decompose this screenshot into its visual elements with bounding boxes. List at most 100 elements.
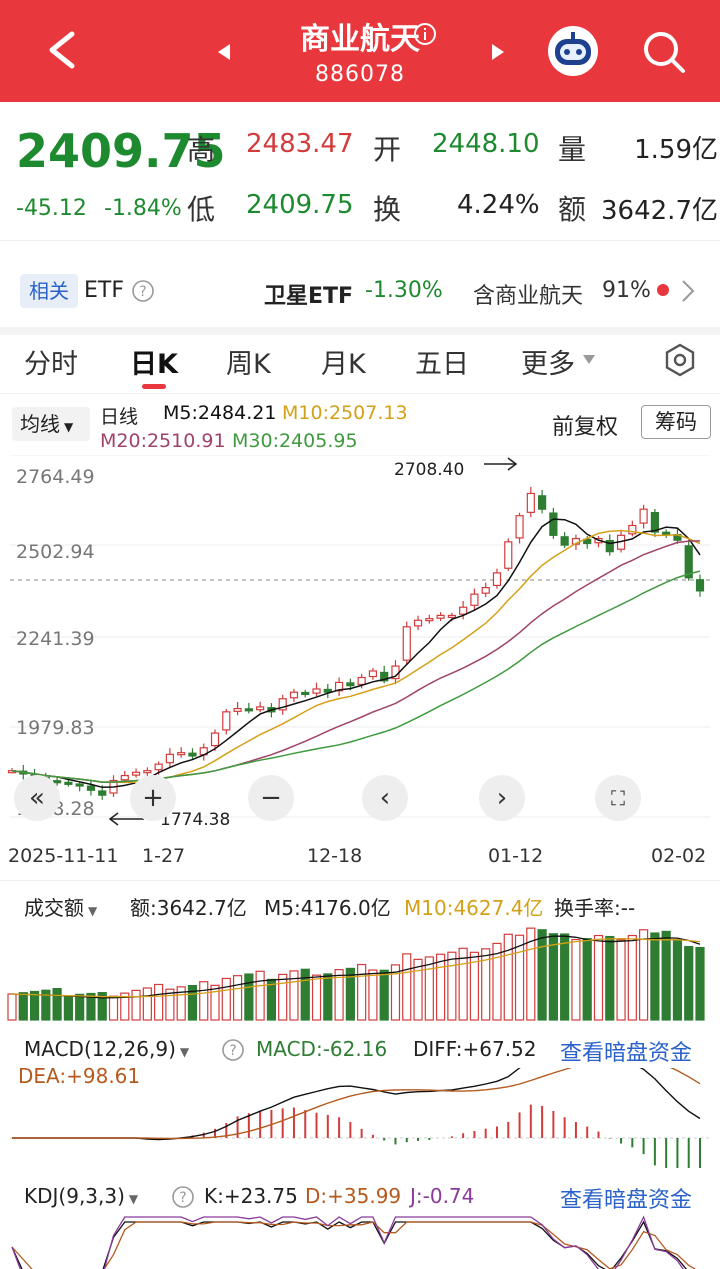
tab-intraday[interactable]: 分时 [24, 349, 78, 380]
divider [0, 393, 720, 394]
kdj-k-value: K:+23.75 [204, 1184, 298, 1208]
volume-bar [142, 987, 152, 1021]
page-title: 商业航天 [300, 22, 420, 57]
volume-bar [402, 953, 412, 1021]
candle-body [515, 515, 524, 539]
tab-five-day[interactable]: 五日 [415, 349, 469, 380]
zoom-out-button[interactable]: − [248, 775, 294, 821]
volume-bar [639, 929, 649, 1021]
ma30-line [11, 570, 701, 783]
volume-bar [63, 995, 73, 1021]
kdj-d-line [11, 1221, 697, 1269]
volume-bar [695, 946, 705, 1021]
candle-body [98, 790, 107, 796]
adjust-mode[interactable]: 前复权 [552, 415, 619, 440]
volume-bar [469, 951, 480, 1021]
ma-select[interactable]: 均线 ▼ [12, 407, 90, 441]
candle-body [380, 671, 389, 682]
chevron-right-icon[interactable] [680, 278, 696, 304]
x-tick-1: 2025-11-11 [8, 845, 118, 865]
chips-button[interactable]: 筹码 [641, 405, 711, 439]
stock-code: 886078 [315, 62, 405, 87]
dark-pool-link[interactable]: 查看暗盘资金 [560, 1041, 693, 1066]
info-icon[interactable] [413, 22, 437, 46]
volume-select[interactable]: 成交额 ▼ [24, 896, 98, 920]
settings-icon[interactable] [662, 342, 698, 378]
kdj-chart [11, 1215, 697, 1269]
candle-body [312, 688, 321, 694]
price-change-pct: -1.84% [104, 196, 182, 221]
candle-body [233, 707, 242, 712]
volume-ma10: M10:4627.4亿 [404, 896, 544, 920]
candle-body [177, 752, 186, 756]
volume-bar [627, 934, 637, 1021]
related-tag: 相关 [20, 274, 78, 308]
candle-body [628, 524, 637, 535]
next-stock-icon[interactable] [488, 42, 508, 62]
candle-body [639, 508, 648, 524]
volume-bar [413, 958, 423, 1021]
scroll-left-button[interactable]: ‹ [362, 775, 408, 821]
search-icon[interactable] [642, 30, 686, 74]
period-label: 日线 [100, 406, 139, 428]
ma20-line [11, 540, 701, 783]
kdj-label: KDJ(9,3,3) [24, 1184, 125, 1208]
dark-pool-link-2[interactable]: 查看暗盘资金 [560, 1188, 693, 1213]
candle-body [210, 732, 220, 747]
candle-body [346, 682, 355, 687]
tab-monthly-k[interactable]: 月K [321, 349, 366, 380]
volume-bar [108, 995, 119, 1021]
open-label: 开 [373, 133, 402, 166]
candle-body [583, 538, 592, 545]
volume-bar [289, 970, 299, 1021]
fast-back-button[interactable]: « [14, 775, 60, 821]
y-tick-4: 1979.83 [16, 717, 95, 739]
etf-name[interactable]: 卫星ETF [264, 284, 354, 309]
volume-bar [548, 933, 558, 1021]
volume-bar [311, 974, 322, 1021]
volume-bar [244, 973, 254, 1021]
kdj-j-line [11, 1215, 684, 1269]
x-tick-5: 02-02 [651, 845, 706, 865]
etf-label: ETF [84, 278, 124, 303]
candle-body [256, 706, 265, 711]
macd-select[interactable]: MACD(12,26,9) ▼ [24, 1037, 190, 1061]
candle-body [301, 691, 310, 696]
candle-body [64, 781, 73, 785]
volume-bar [661, 930, 671, 1021]
tab-daily-k[interactable]: 日K [130, 349, 178, 380]
help-icon[interactable]: ? [131, 279, 155, 303]
tab-more[interactable]: 更多 [521, 349, 575, 380]
volume-bar [52, 988, 62, 1021]
robot-assistant-icon[interactable] [546, 24, 600, 78]
volume-bar [221, 977, 231, 1021]
candle-body [278, 698, 287, 711]
fullscreen-button[interactable]: ⛶ [595, 775, 641, 821]
kdj-k-line [11, 1220, 688, 1269]
macd-chart [10, 1068, 710, 1168]
candle-body [368, 670, 378, 678]
help-icon[interactable]: ? [171, 1185, 195, 1209]
volume-bar [481, 948, 491, 1021]
low-label: 低 [187, 193, 216, 226]
turnover-value: 4.24% [457, 190, 540, 220]
high-label: 高 [187, 133, 216, 166]
y-tick-2: 2502.94 [16, 541, 95, 563]
volume-bar [210, 984, 220, 1021]
help-icon[interactable]: ? [221, 1038, 245, 1062]
zoom-in-button[interactable]: + [130, 775, 176, 821]
scroll-right-button[interactable]: › [479, 775, 525, 821]
x-tick-4: 01-12 [488, 845, 543, 865]
volume-bar [75, 993, 85, 1021]
volume-bar [165, 988, 175, 1021]
volume-bar [232, 975, 243, 1021]
diff-line [12, 1068, 701, 1141]
prev-stock-icon[interactable] [214, 42, 234, 62]
back-icon[interactable] [44, 30, 80, 70]
price-change: -45.12 [16, 196, 87, 221]
volume-bar [120, 992, 130, 1021]
kdj-select[interactable]: KDJ(9,3,3) ▼ [24, 1184, 139, 1208]
candle-body [447, 614, 456, 618]
candle-body [334, 681, 344, 692]
tab-weekly-k[interactable]: 周K [226, 349, 271, 380]
